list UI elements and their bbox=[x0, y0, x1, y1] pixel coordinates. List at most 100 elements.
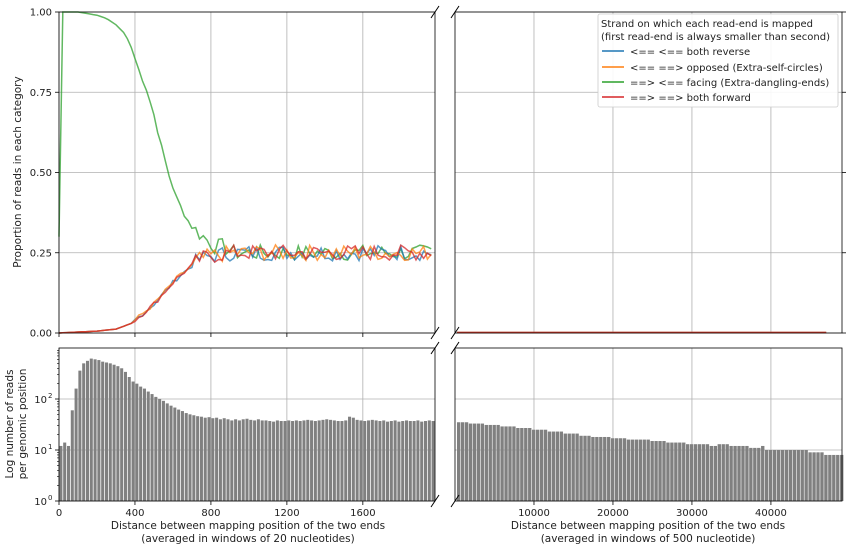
bl-bar-97 bbox=[427, 420, 431, 501]
bl-ytick-label-0: 10 bbox=[34, 497, 47, 508]
tl-ytick-label-3: 0.75 bbox=[30, 88, 52, 99]
bl-y-axis-label-line-2: per genomic position bbox=[17, 369, 29, 480]
bl-bar-61 bbox=[291, 421, 295, 501]
bl-xtick-label-0: 0 bbox=[56, 508, 62, 519]
bl-bar-78 bbox=[355, 419, 359, 501]
bl-bar-15 bbox=[116, 366, 120, 501]
bl-bar-0 bbox=[59, 445, 63, 501]
legend-entry-both-forward: ==> ==> both forward bbox=[630, 93, 751, 104]
break-mark-top-right-upper bbox=[450, 5, 460, 19]
bl-bar-44 bbox=[226, 419, 230, 501]
br-bar-50 bbox=[654, 441, 658, 501]
br-bar-17 bbox=[524, 428, 528, 501]
br-xtick-label-3: 40000 bbox=[755, 508, 787, 519]
bl-bar-95 bbox=[420, 421, 424, 501]
bl-bar-17 bbox=[123, 371, 127, 501]
bl-bar-58 bbox=[279, 421, 283, 501]
bl-bar-76 bbox=[348, 416, 352, 501]
br-bar-86 bbox=[796, 450, 800, 501]
br-bar-90 bbox=[812, 452, 816, 501]
br-bar-26 bbox=[559, 431, 564, 501]
br-bar-29 bbox=[571, 433, 575, 501]
br-bar-1 bbox=[460, 422, 465, 501]
br-bar-61 bbox=[697, 444, 702, 501]
bl-bar-25 bbox=[154, 396, 158, 501]
br-ticks: 10000 20000 30000 40000 bbox=[518, 501, 787, 519]
bl-bar-31 bbox=[177, 409, 181, 501]
br-bar-77 bbox=[761, 445, 765, 501]
break-mark-bottom-right-lower bbox=[450, 494, 460, 508]
bl-bar-65 bbox=[306, 419, 310, 501]
br-bar-10 bbox=[496, 424, 500, 501]
br-bar-78 bbox=[764, 450, 769, 501]
bl-bar-73 bbox=[336, 421, 340, 501]
br-bar-22 bbox=[543, 429, 548, 501]
panel-bottom-right: 10000 20000 30000 40000 Distance between ma… bbox=[454, 347, 844, 545]
br-bar-23 bbox=[547, 431, 552, 501]
bl-bar-34 bbox=[188, 414, 192, 501]
bl-x-axis-label-line-2: (averaged in windows of 20 nucleotides) bbox=[141, 533, 354, 545]
br-bar-46 bbox=[638, 439, 642, 501]
tl-ytick-label-2: 0.50 bbox=[30, 168, 52, 179]
bl-bar-64 bbox=[302, 420, 306, 501]
br-bar-71 bbox=[737, 445, 741, 501]
br-bar-20 bbox=[535, 429, 540, 501]
bl-bar-5 bbox=[78, 370, 82, 501]
br-bar-5 bbox=[476, 423, 481, 501]
br-bar-24 bbox=[551, 431, 556, 501]
bl-bar-50 bbox=[249, 419, 253, 501]
legend: Strand on which each read-end is mapped … bbox=[597, 13, 839, 108]
br-bar-84 bbox=[788, 450, 793, 501]
bl-bar-39 bbox=[207, 417, 211, 501]
tl-ytick-label-1: 0.25 bbox=[30, 248, 52, 259]
legend-box bbox=[597, 13, 839, 108]
br-bar-69 bbox=[729, 445, 733, 501]
br-bar-19 bbox=[532, 429, 536, 501]
br-bar-55 bbox=[674, 442, 678, 501]
bl-bar-87 bbox=[389, 421, 393, 501]
br-bar-11 bbox=[500, 426, 504, 501]
br-bar-51 bbox=[658, 441, 662, 501]
bl-bar-40 bbox=[211, 418, 215, 501]
break-mark-top-left-upper bbox=[430, 5, 440, 19]
bl-bar-10 bbox=[97, 360, 101, 501]
bl-bar-52 bbox=[256, 419, 260, 501]
bl-bar-3 bbox=[70, 410, 74, 501]
br-bar-89 bbox=[808, 452, 812, 501]
bl-bar-57 bbox=[275, 420, 279, 501]
bl-bar-88 bbox=[393, 420, 397, 501]
br-bar-4 bbox=[472, 423, 477, 501]
br-bar-72 bbox=[741, 445, 745, 501]
bl-ytick-label-2: 10 bbox=[34, 395, 47, 406]
br-bar-41 bbox=[618, 438, 623, 501]
br-bar-2 bbox=[464, 422, 469, 501]
bl-bar-93 bbox=[412, 421, 416, 501]
tl-series-line-0 bbox=[58, 243, 432, 334]
bl-bar-81 bbox=[367, 420, 371, 501]
br-bar-18 bbox=[528, 428, 532, 501]
br-bar-27 bbox=[563, 433, 567, 501]
bl-bars bbox=[59, 358, 435, 501]
bl-bar-12 bbox=[104, 362, 108, 501]
bl-bar-1 bbox=[63, 442, 67, 501]
bl-bar-47 bbox=[237, 420, 241, 501]
br-bar-31 bbox=[579, 435, 583, 501]
br-bar-93 bbox=[824, 454, 828, 501]
br-bar-39 bbox=[610, 438, 615, 501]
br-bar-75 bbox=[753, 447, 757, 501]
br-bar-45 bbox=[634, 439, 639, 501]
br-bar-35 bbox=[595, 436, 599, 501]
bl-x-axis-label-line-1: Distance between mapping position of the… bbox=[111, 520, 385, 532]
br-bar-9 bbox=[492, 424, 496, 501]
br-bar-85 bbox=[792, 450, 796, 501]
tl-y-axis-label: Proportion of reads in each category bbox=[12, 76, 24, 267]
tl-series-line-2 bbox=[58, 11, 432, 262]
br-bar-70 bbox=[733, 445, 737, 501]
tl-lines bbox=[58, 11, 432, 334]
br-bar-48 bbox=[646, 439, 650, 501]
bl-bar-41 bbox=[215, 417, 219, 501]
br-bar-21 bbox=[539, 429, 544, 501]
bl-bar-98 bbox=[431, 421, 435, 501]
bl-bar-22 bbox=[142, 388, 146, 501]
